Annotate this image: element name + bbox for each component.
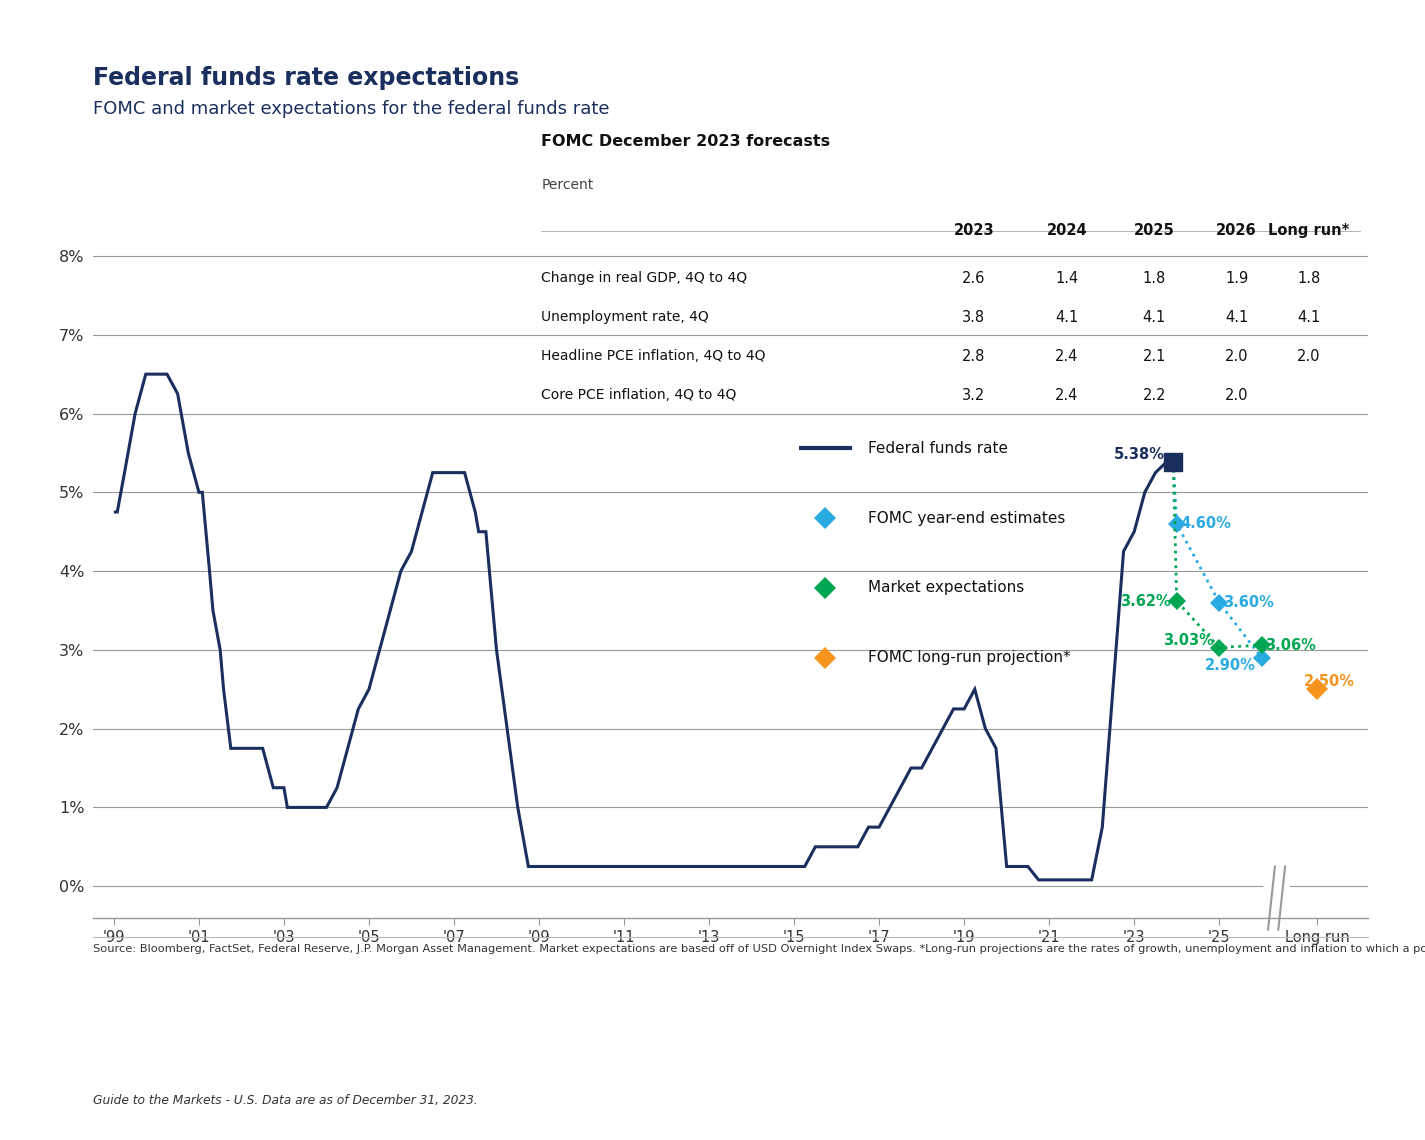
Text: 2.2: 2.2 (1143, 388, 1166, 402)
Text: 2.4: 2.4 (1056, 388, 1079, 402)
Text: 2026: 2026 (1217, 223, 1257, 238)
Text: 4.1: 4.1 (1297, 310, 1321, 325)
Text: 4.1: 4.1 (1226, 310, 1248, 325)
Text: 1.4: 1.4 (1056, 270, 1079, 285)
Text: Federal funds rate: Federal funds rate (868, 441, 1007, 456)
Text: 2025: 2025 (1134, 223, 1174, 238)
Text: 2.0: 2.0 (1226, 349, 1248, 364)
Text: 1.8: 1.8 (1297, 270, 1321, 285)
Text: Headline PCE inflation, 4Q to 4Q: Headline PCE inflation, 4Q to 4Q (542, 349, 765, 363)
Text: Change in real GDP, 4Q to 4Q: Change in real GDP, 4Q to 4Q (542, 270, 748, 285)
Text: 1.9: 1.9 (1226, 270, 1248, 285)
Text: 5.38%: 5.38% (1114, 447, 1164, 463)
Text: 2023: 2023 (953, 223, 995, 238)
Text: 2.0: 2.0 (1226, 388, 1248, 402)
Text: 3.60%: 3.60% (1223, 595, 1274, 610)
Text: FOMC and market expectations for the federal funds rate: FOMC and market expectations for the fed… (93, 100, 608, 119)
Text: 4.60%: 4.60% (1180, 516, 1231, 531)
Text: FOMC year-end estimates: FOMC year-end estimates (868, 511, 1066, 526)
Text: Guide to the Markets - U.S. Data are as of December 31, 2023.: Guide to the Markets - U.S. Data are as … (93, 1094, 477, 1107)
Text: 2024: 2024 (1047, 223, 1087, 238)
Text: FOMC December 2023 forecasts: FOMC December 2023 forecasts (542, 133, 831, 148)
Text: 2.8: 2.8 (962, 349, 986, 364)
Text: 3.2: 3.2 (962, 388, 985, 402)
Text: 3.8: 3.8 (962, 310, 985, 325)
Text: 2.50%: 2.50% (1304, 674, 1355, 690)
Text: FOMC long-run projection*: FOMC long-run projection* (868, 650, 1070, 665)
Text: Percent: Percent (542, 178, 594, 193)
Text: 4.1: 4.1 (1143, 310, 1166, 325)
Text: 3.03%: 3.03% (1163, 633, 1214, 648)
Text: Source: Bloomberg, FactSet, Federal Reserve, J.P. Morgan Asset Management. Marke: Source: Bloomberg, FactSet, Federal Rese… (93, 944, 1425, 954)
Text: 2.0: 2.0 (1297, 349, 1321, 364)
Text: 2.90%: 2.90% (1206, 658, 1257, 673)
Text: Unemployment rate, 4Q: Unemployment rate, 4Q (542, 310, 710, 324)
Text: 1.8: 1.8 (1143, 270, 1166, 285)
Text: Core PCE inflation, 4Q to 4Q: Core PCE inflation, 4Q to 4Q (542, 388, 737, 401)
Text: 2.4: 2.4 (1056, 349, 1079, 364)
Text: 2.6: 2.6 (962, 270, 986, 285)
Text: Long run*: Long run* (1268, 223, 1349, 238)
Text: Market expectations: Market expectations (868, 580, 1025, 595)
Text: 2.1: 2.1 (1143, 349, 1166, 364)
Text: Federal funds rate expectations: Federal funds rate expectations (93, 66, 519, 90)
Text: 3.62%: 3.62% (1120, 594, 1171, 609)
Text: 4.1: 4.1 (1056, 310, 1079, 325)
Text: 3.06%: 3.06% (1265, 637, 1317, 652)
